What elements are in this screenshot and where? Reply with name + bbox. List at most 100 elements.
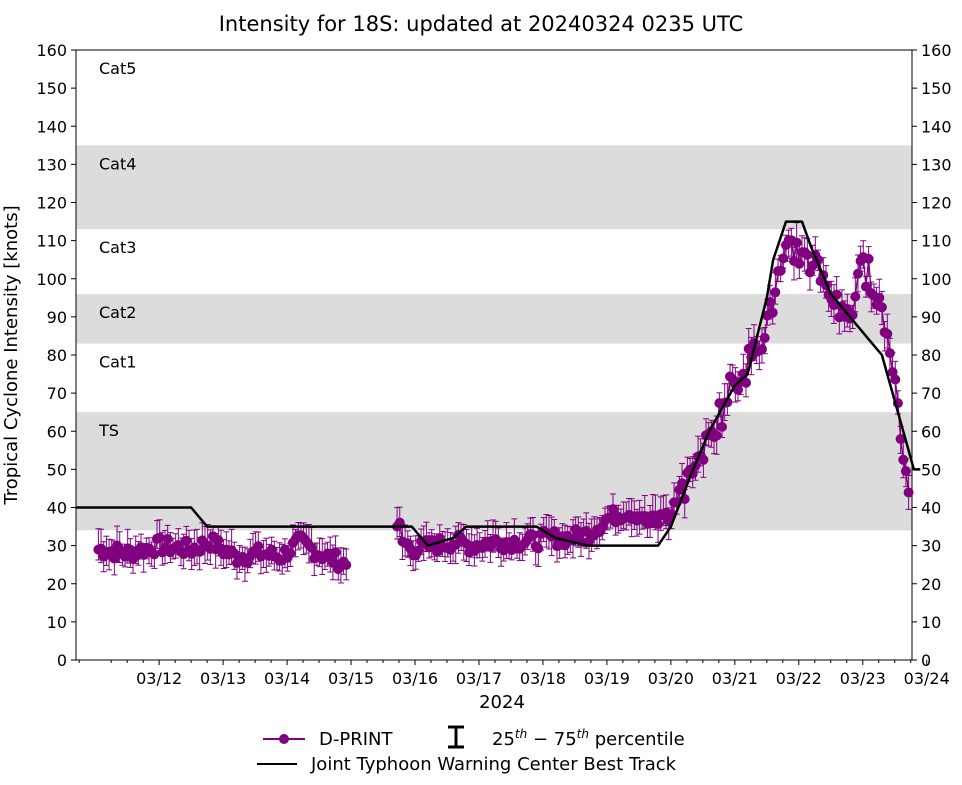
y-tick-right-label: 30 (921, 537, 941, 556)
category-labels: TS Cat1 Cat2 Cat3 Cat4 Cat5 (98, 59, 136, 440)
dprint-point (863, 253, 874, 264)
x-tick-label: 03/13 (200, 669, 246, 688)
legend-besttrack-label: Joint Typhoon Warning Center Best Track (310, 754, 677, 775)
y-tick-right-label: 90 (921, 308, 941, 327)
dprint-point (757, 344, 767, 355)
band-cat2 (76, 294, 912, 344)
category-label-cat5: Cat5 (99, 59, 136, 78)
dprint-point (903, 487, 914, 498)
dprint-point (341, 560, 352, 570)
dprint-point (608, 504, 618, 515)
y-tick-left-label: 0 (57, 651, 67, 670)
y-tick-left-label: 120 (36, 194, 67, 213)
dprint-point (645, 518, 656, 529)
y-tick-right-label: 150 (921, 79, 952, 98)
y-tick-left-label: 150 (36, 79, 67, 98)
x-tick-label: 03/18 (520, 669, 566, 688)
y-tick-right-label: 70 (921, 384, 941, 403)
y-tick-right-label: 100 (921, 270, 952, 289)
legend-dprint-marker (279, 734, 289, 744)
dprint-point (509, 534, 520, 545)
x-tick-label: 03/24 (904, 669, 950, 688)
y-tick-left-label: 110 (36, 232, 67, 251)
dprint-point (413, 545, 424, 556)
dprint-point (770, 287, 781, 298)
dprint-point (498, 545, 509, 556)
category-bands (76, 145, 912, 531)
dprint-point (860, 281, 871, 292)
dprint-point (895, 434, 906, 444)
dprint-point (778, 253, 789, 264)
y-tick-right-label: 60 (921, 422, 941, 441)
y-tick-right-label: 10 (921, 613, 941, 632)
y-tick-left-label: 160 (36, 41, 67, 60)
y-tick-right-label: 80 (921, 346, 941, 365)
x-tick-label: 03/15 (328, 669, 374, 688)
y-tick-right-label: 20 (921, 575, 941, 594)
dprint-point (890, 374, 901, 385)
dprint-point (882, 328, 893, 339)
dprint-point (759, 332, 770, 343)
legend-dprint-label: D-PRINT (319, 729, 393, 750)
x-tick-label: 03/14 (264, 669, 310, 688)
dprint-points (93, 235, 914, 575)
x-tick-label: 03/21 (712, 669, 758, 688)
legend-errorbar-icon (448, 725, 464, 749)
y-tick-left-label: 20 (47, 575, 67, 594)
dprint-point (874, 292, 885, 303)
y-tick-right-label: 40 (921, 499, 941, 518)
legend-percentile-label: 25th − 75th percentile (492, 727, 685, 750)
dprint-point (229, 548, 240, 559)
dprint-point (794, 258, 805, 269)
chart-title: Intensity for 18S: updated at 20240324 0… (219, 12, 744, 36)
dprint-point (330, 547, 341, 558)
dprint-point (154, 532, 165, 543)
legend: D-PRINT 25th − 75th percentile Joint Typ… (257, 725, 685, 775)
x-axis: 03/12 03/13 03/14 03/15 03/16 03/17 03/18 03/19… (78, 660, 950, 688)
dprint-point (394, 517, 405, 528)
y-tick-left-label: 50 (47, 460, 67, 479)
y-tick-left-label: 10 (47, 613, 67, 632)
x-axis-title: 2024 (479, 692, 525, 713)
dprint-point (120, 551, 130, 562)
dprint-point (717, 421, 727, 432)
x-tick-label: 03/12 (136, 669, 182, 688)
y-axis: 0 0 10 10 20 20 30 30 40 40 50 50 60 60 70 70 80 80 90 90 10… (36, 41, 951, 670)
category-label-cat1: Cat1 (99, 353, 136, 372)
y-tick-right-label: 0 (921, 651, 931, 670)
y-tick-left-label: 80 (47, 346, 67, 365)
dprint-point (450, 539, 461, 550)
dprint-point (639, 511, 650, 521)
y-tick-right-label: 160 (921, 41, 952, 60)
plot-frame (75, 49, 913, 661)
x-tick-label: 03/16 (392, 669, 438, 688)
dprint-point (528, 530, 538, 540)
band-ts (76, 412, 912, 531)
y-tick-left-label: 70 (47, 384, 67, 403)
y-tick-right-label: 50 (921, 460, 941, 479)
dprint-point (213, 535, 224, 546)
y-tick-left-label: 60 (47, 422, 67, 441)
category-label-ts: TS (98, 421, 119, 440)
dprint-point (549, 526, 560, 537)
category-label-cat3: Cat3 (99, 238, 136, 257)
dprint-point (876, 302, 887, 313)
x-tick-label: 03/19 (584, 669, 630, 688)
dprint-point (802, 249, 813, 260)
x-tick-label: 03/17 (456, 669, 502, 688)
dprint-point (181, 535, 192, 546)
y-tick-left-label: 140 (36, 117, 67, 136)
dprint-point (533, 543, 544, 554)
dprint-point (741, 377, 751, 388)
dprint-point (109, 553, 120, 564)
y-tick-right-label: 110 (921, 232, 952, 251)
dprint-point (850, 291, 861, 302)
dprint-point (900, 466, 911, 477)
category-label-cat2: Cat2 (99, 303, 136, 322)
x-tick-label: 03/22 (776, 669, 822, 688)
y-tick-left-label: 90 (47, 308, 67, 327)
dprint-point (698, 454, 709, 465)
band-cat4 (76, 145, 912, 230)
dprint-point (285, 548, 296, 559)
